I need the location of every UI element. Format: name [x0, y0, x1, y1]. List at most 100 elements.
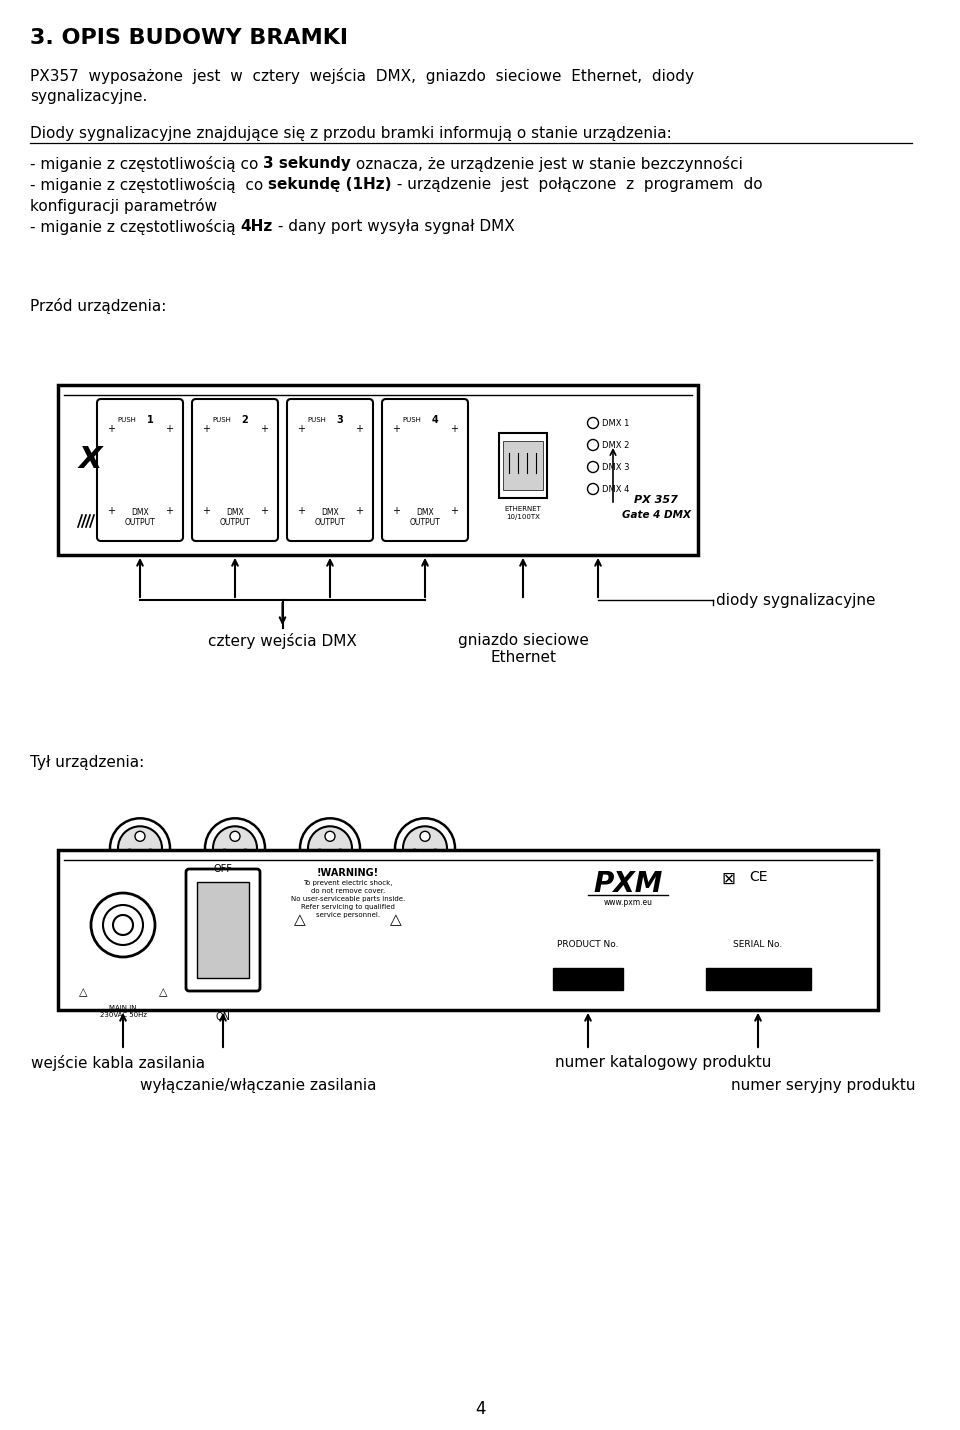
Text: DMX 1: DMX 1	[602, 419, 630, 428]
Text: 2: 2	[242, 415, 249, 425]
Text: SERIAL No.: SERIAL No.	[733, 940, 782, 950]
Text: 10/100TX: 10/100TX	[506, 513, 540, 521]
Text: +: +	[202, 425, 210, 433]
FancyBboxPatch shape	[287, 399, 373, 541]
Circle shape	[213, 827, 257, 871]
Text: DMX 3: DMX 3	[602, 462, 630, 472]
Circle shape	[430, 849, 441, 859]
Circle shape	[91, 892, 155, 957]
Text: - dany port wysyła sygnał DMX: - dany port wysyła sygnał DMX	[273, 219, 515, 235]
Circle shape	[325, 831, 335, 841]
Circle shape	[588, 418, 598, 429]
Text: diody sygnalizacyjne: diody sygnalizacyjne	[716, 592, 876, 608]
Bar	[58, 849, 878, 1010]
Circle shape	[308, 827, 352, 871]
Circle shape	[110, 818, 170, 878]
Text: 3: 3	[337, 415, 344, 425]
Text: www.pxm.eu: www.pxm.eu	[604, 898, 653, 907]
Text: PUSH: PUSH	[307, 418, 326, 423]
Text: 3. OPIS BUDOWY BRAMKI: 3. OPIS BUDOWY BRAMKI	[30, 29, 348, 49]
Text: wejście kabla zasilania: wejście kabla zasilania	[31, 1055, 205, 1071]
Text: wyłączanie/włączanie zasilania: wyłączanie/włączanie zasilania	[140, 1078, 376, 1093]
Text: sekundę (1Hz): sekundę (1Hz)	[268, 177, 392, 192]
Text: +: +	[260, 425, 268, 433]
FancyBboxPatch shape	[186, 869, 260, 991]
Text: gniazdo sieciowe
Ethernet: gniazdo sieciowe Ethernet	[458, 633, 588, 665]
Text: PX 357: PX 357	[567, 995, 609, 1005]
Text: Przód urządzenia:: Przód urządzenia:	[30, 297, 166, 315]
Circle shape	[315, 849, 324, 859]
Text: !WARNING!: !WARNING!	[317, 868, 379, 878]
FancyBboxPatch shape	[97, 399, 183, 541]
Text: numer seryjny produktu: numer seryjny produktu	[731, 1078, 915, 1093]
Text: 4: 4	[432, 415, 439, 425]
Circle shape	[403, 827, 447, 871]
Text: Gate 4 DMX: Gate 4 DMX	[621, 511, 690, 521]
Text: DMX
OUTPUT: DMX OUTPUT	[220, 508, 251, 528]
Bar	[197, 882, 249, 978]
Text: sygnalizacyjne.: sygnalizacyjne.	[30, 89, 148, 104]
Circle shape	[113, 915, 133, 935]
Text: PX357  wyposażone  jest  w  cztery  wejścia  DMX,  gniazdo  sieciowe  Ethernet, : PX357 wyposażone jest w cztery wejścia D…	[30, 69, 694, 84]
Circle shape	[135, 831, 145, 841]
Text: ON: ON	[215, 1012, 230, 1022]
Text: - miganie z częstotliwością: - miganie z częstotliwością	[30, 219, 241, 235]
Circle shape	[230, 831, 240, 841]
Text: 4Hz: 4Hz	[241, 219, 273, 235]
FancyBboxPatch shape	[382, 399, 468, 541]
Text: ⊠: ⊠	[721, 869, 735, 888]
Text: Tył urządzenia:: Tył urządzenia:	[30, 755, 144, 769]
Text: DMX
OUTPUT: DMX OUTPUT	[410, 508, 441, 528]
Text: DMX
OUTPUT: DMX OUTPUT	[125, 508, 156, 528]
Text: +: +	[450, 425, 458, 433]
Text: - miganie z częstotliwością co: - miganie z częstotliwością co	[30, 156, 263, 172]
Circle shape	[145, 849, 156, 859]
Text: OFF: OFF	[213, 864, 232, 874]
Text: 3 sekundy: 3 sekundy	[263, 156, 351, 172]
Text: DMX
OUTPUT: DMX OUTPUT	[315, 508, 346, 528]
Text: +: +	[297, 506, 305, 516]
Text: DMX 4: DMX 4	[602, 485, 630, 493]
Text: +: +	[165, 506, 173, 516]
Circle shape	[103, 905, 143, 945]
Circle shape	[220, 849, 229, 859]
Text: +: +	[392, 425, 400, 433]
Text: +: +	[202, 506, 210, 516]
Circle shape	[588, 462, 598, 472]
Circle shape	[410, 849, 420, 859]
Text: To prevent electric shock,
do not remove cover.
No user-serviceable parts inside: To prevent electric shock, do not remove…	[291, 879, 405, 918]
Text: numer katalogowy produktu: numer katalogowy produktu	[555, 1055, 771, 1070]
Text: +: +	[107, 425, 115, 433]
Text: △: △	[79, 987, 87, 997]
Text: PX 357: PX 357	[634, 495, 678, 505]
Text: CE: CE	[749, 869, 767, 884]
Text: PUSH: PUSH	[402, 418, 421, 423]
Text: +: +	[297, 425, 305, 433]
Text: MAIN IN
230VAC 50Hz: MAIN IN 230VAC 50Hz	[100, 1005, 147, 1018]
FancyBboxPatch shape	[192, 399, 278, 541]
Text: PUSH: PUSH	[212, 418, 231, 423]
Text: DMX 2: DMX 2	[602, 440, 630, 449]
Circle shape	[395, 818, 455, 878]
Bar	[706, 968, 810, 990]
Circle shape	[420, 831, 430, 841]
Circle shape	[205, 818, 265, 878]
Text: +: +	[355, 506, 363, 516]
Circle shape	[588, 483, 598, 495]
Text: Diody sygnalizacyjne znajdujące się z przodu bramki informują o stanie urządzeni: Diody sygnalizacyjne znajdujące się z pr…	[30, 126, 672, 142]
Text: △: △	[390, 912, 402, 928]
Text: cztery wejścia DMX: cztery wejścia DMX	[208, 633, 357, 649]
Bar	[553, 968, 623, 990]
Text: PUSH: PUSH	[117, 418, 136, 423]
Text: PRODUCT No.: PRODUCT No.	[557, 940, 619, 950]
Text: △: △	[158, 987, 167, 997]
Circle shape	[118, 827, 162, 871]
Text: +: +	[450, 506, 458, 516]
Text: +: +	[260, 506, 268, 516]
Text: +: +	[107, 506, 115, 516]
Circle shape	[125, 849, 134, 859]
Bar	[58, 385, 698, 555]
Text: konfiguracji parametrów: konfiguracji parametrów	[30, 197, 217, 214]
Text: △: △	[294, 912, 306, 928]
Text: ETHERNET: ETHERNET	[505, 506, 541, 512]
